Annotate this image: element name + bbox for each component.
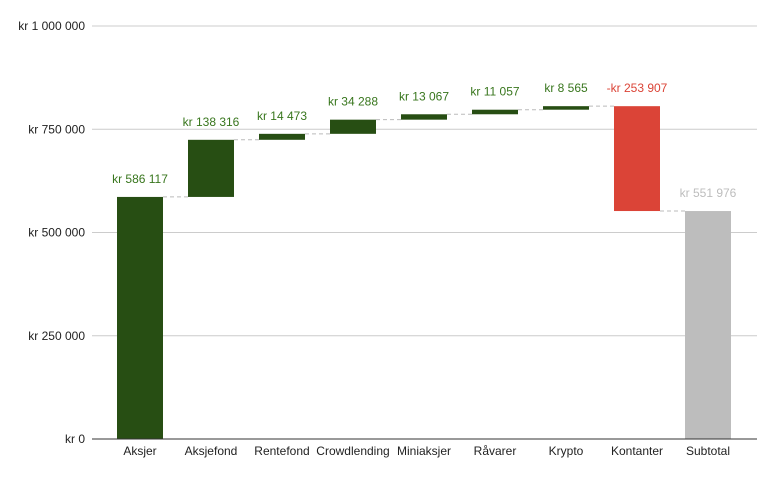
bar-aksjer (117, 196, 163, 439)
x-category-label: Rentefond (254, 444, 309, 458)
data-label: kr 13 067 (399, 89, 449, 103)
bars (117, 106, 731, 439)
y-tick-label: kr 0 (65, 432, 85, 446)
bar-rentefond (259, 133, 305, 140)
x-category-label: Miniaksjer (397, 444, 451, 458)
data-label: kr 8 565 (544, 81, 588, 95)
bar-kontanter (614, 106, 660, 212)
y-tick-label: kr 250 000 (28, 329, 85, 343)
y-tick-label: kr 1 000 000 (18, 19, 85, 33)
y-tick-label: kr 500 000 (28, 226, 85, 240)
x-axis-categories: Aksjer Aksjefond Rentefond Crowdlending Mini… (123, 444, 730, 458)
data-label: -kr 253 907 (607, 81, 668, 95)
bar-krypto (543, 106, 589, 110)
data-label: kr 34 288 (328, 95, 378, 109)
x-category-label: Aksjefond (185, 444, 238, 458)
bar-miniaksjer (401, 114, 447, 120)
data-label: kr 138 316 (183, 115, 240, 129)
x-category-label: Kontanter (611, 444, 663, 458)
bar-r-varer (472, 109, 518, 115)
x-category-label: Crowdlending (316, 444, 389, 458)
bar-crowdlending (330, 119, 376, 134)
gridlines (92, 25, 757, 337)
data-label: kr 14 473 (257, 109, 307, 123)
data-label: kr 11 057 (470, 85, 519, 99)
x-category-label: Råvarer (474, 444, 517, 458)
y-axis-ticks: kr 0 kr 250 000 kr 500 000 kr 750 000 kr 1 0… (18, 19, 85, 446)
connector-lines (163, 105, 685, 212)
x-category-label: Aksjer (123, 444, 156, 458)
data-label: kr 586 117 (112, 172, 168, 186)
data-label: kr 551 976 (680, 186, 737, 200)
data-labels: kr 586 117 kr 138 316 kr 14 473 kr 34 288 kr… (112, 81, 737, 200)
x-category-label: Krypto (549, 444, 584, 458)
y-tick-label: kr 750 000 (28, 122, 85, 136)
x-category-label: Subtotal (686, 444, 730, 458)
bar-subtotal (685, 211, 731, 439)
bar-aksjefond (188, 139, 234, 197)
